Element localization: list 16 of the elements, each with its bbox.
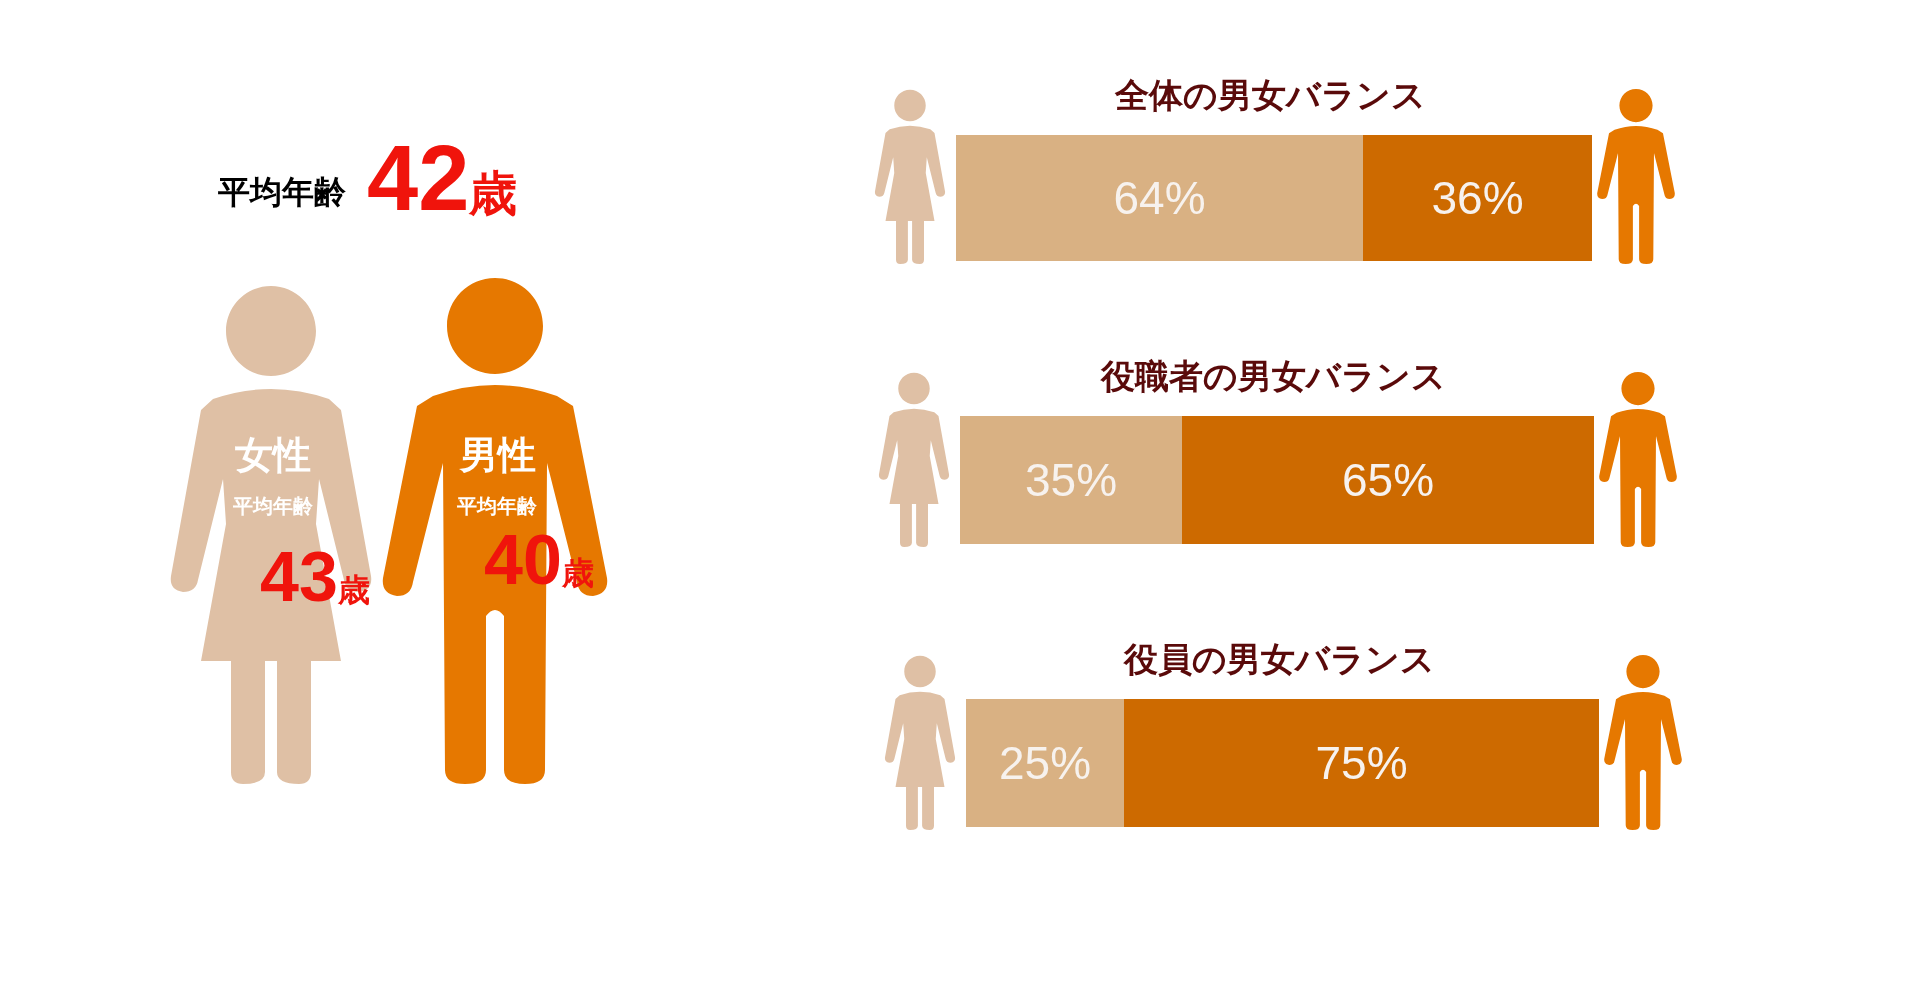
text: 平均年齢 (217, 174, 346, 210)
data-label: 64% (1113, 172, 1206, 224)
data-label: 65% (1341, 454, 1435, 506)
data-label: 36% (1431, 172, 1524, 224)
data-label: 35% (1024, 454, 1118, 506)
text: 男性 (459, 434, 536, 476)
chart-title: 役職者の男女バランス (1100, 357, 1446, 395)
text: 平均年齢 (456, 495, 538, 517)
data-label: 25% (998, 737, 1092, 789)
chart-title: 全体の男女バランス (1114, 76, 1426, 114)
chart-title: 役員の男女バランス (1123, 640, 1435, 678)
data-label: 75% (1315, 737, 1408, 789)
text: 女性 (235, 434, 311, 476)
text: 43歳 (260, 538, 370, 616)
text: 平均年齢 (232, 495, 314, 517)
text: 42歳 (367, 127, 518, 229)
